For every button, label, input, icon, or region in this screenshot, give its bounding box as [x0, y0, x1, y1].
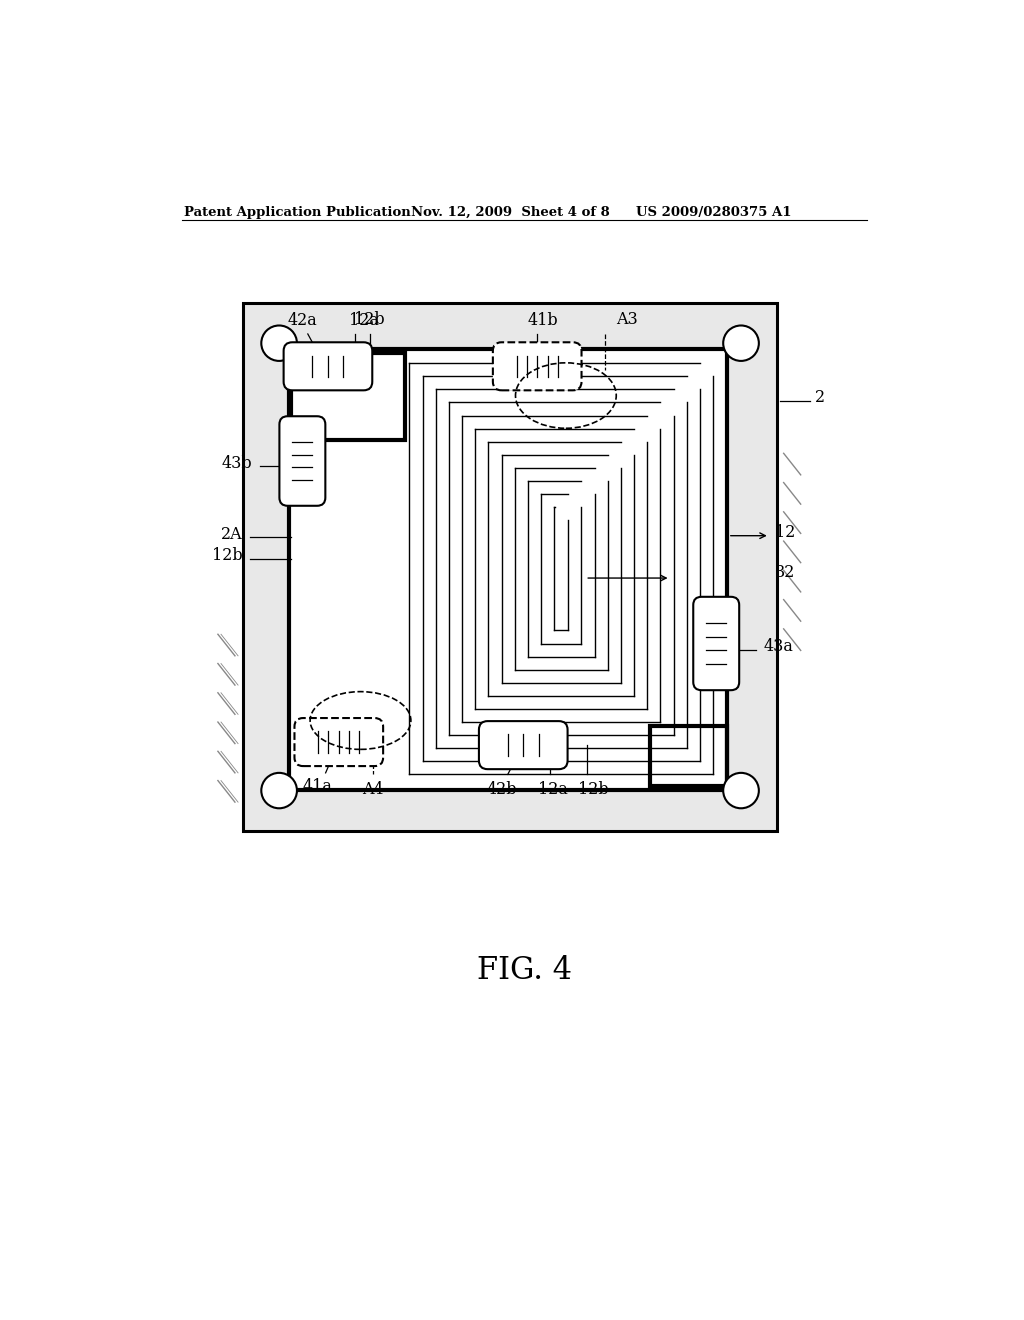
- Text: 12: 12: [775, 524, 796, 541]
- Text: 2A: 2A: [221, 525, 243, 543]
- Text: A4: A4: [362, 780, 384, 797]
- FancyBboxPatch shape: [295, 718, 383, 766]
- Text: 12a: 12a: [349, 313, 379, 330]
- Text: Nov. 12, 2009  Sheet 4 of 8: Nov. 12, 2009 Sheet 4 of 8: [411, 206, 609, 219]
- Text: 42a: 42a: [288, 313, 317, 330]
- FancyBboxPatch shape: [693, 597, 739, 690]
- Circle shape: [261, 326, 297, 360]
- Circle shape: [723, 326, 759, 360]
- Circle shape: [723, 774, 759, 808]
- FancyBboxPatch shape: [479, 721, 567, 770]
- Text: 12b: 12b: [578, 780, 608, 797]
- Text: 42b: 42b: [486, 780, 517, 797]
- Text: 2: 2: [815, 389, 824, 407]
- Text: 41a: 41a: [303, 779, 333, 795]
- Bar: [289, 350, 727, 789]
- Text: 32: 32: [775, 564, 796, 581]
- FancyBboxPatch shape: [280, 416, 326, 506]
- Text: 12a: 12a: [538, 780, 567, 797]
- Text: 41b: 41b: [527, 313, 558, 330]
- Text: 12b: 12b: [354, 310, 385, 327]
- Circle shape: [261, 774, 297, 808]
- Text: A3: A3: [616, 310, 638, 327]
- Text: 43b: 43b: [221, 455, 252, 471]
- Text: US 2009/0280375 A1: US 2009/0280375 A1: [636, 206, 792, 219]
- Bar: [243, 304, 777, 830]
- FancyBboxPatch shape: [493, 342, 582, 391]
- Bar: [291, 354, 406, 441]
- Text: 12b: 12b: [212, 548, 243, 564]
- Text: Patent Application Publication: Patent Application Publication: [183, 206, 411, 219]
- Text: 43a: 43a: [764, 638, 794, 655]
- Bar: [649, 726, 727, 785]
- FancyBboxPatch shape: [284, 342, 373, 391]
- Text: FIG. 4: FIG. 4: [477, 956, 572, 986]
